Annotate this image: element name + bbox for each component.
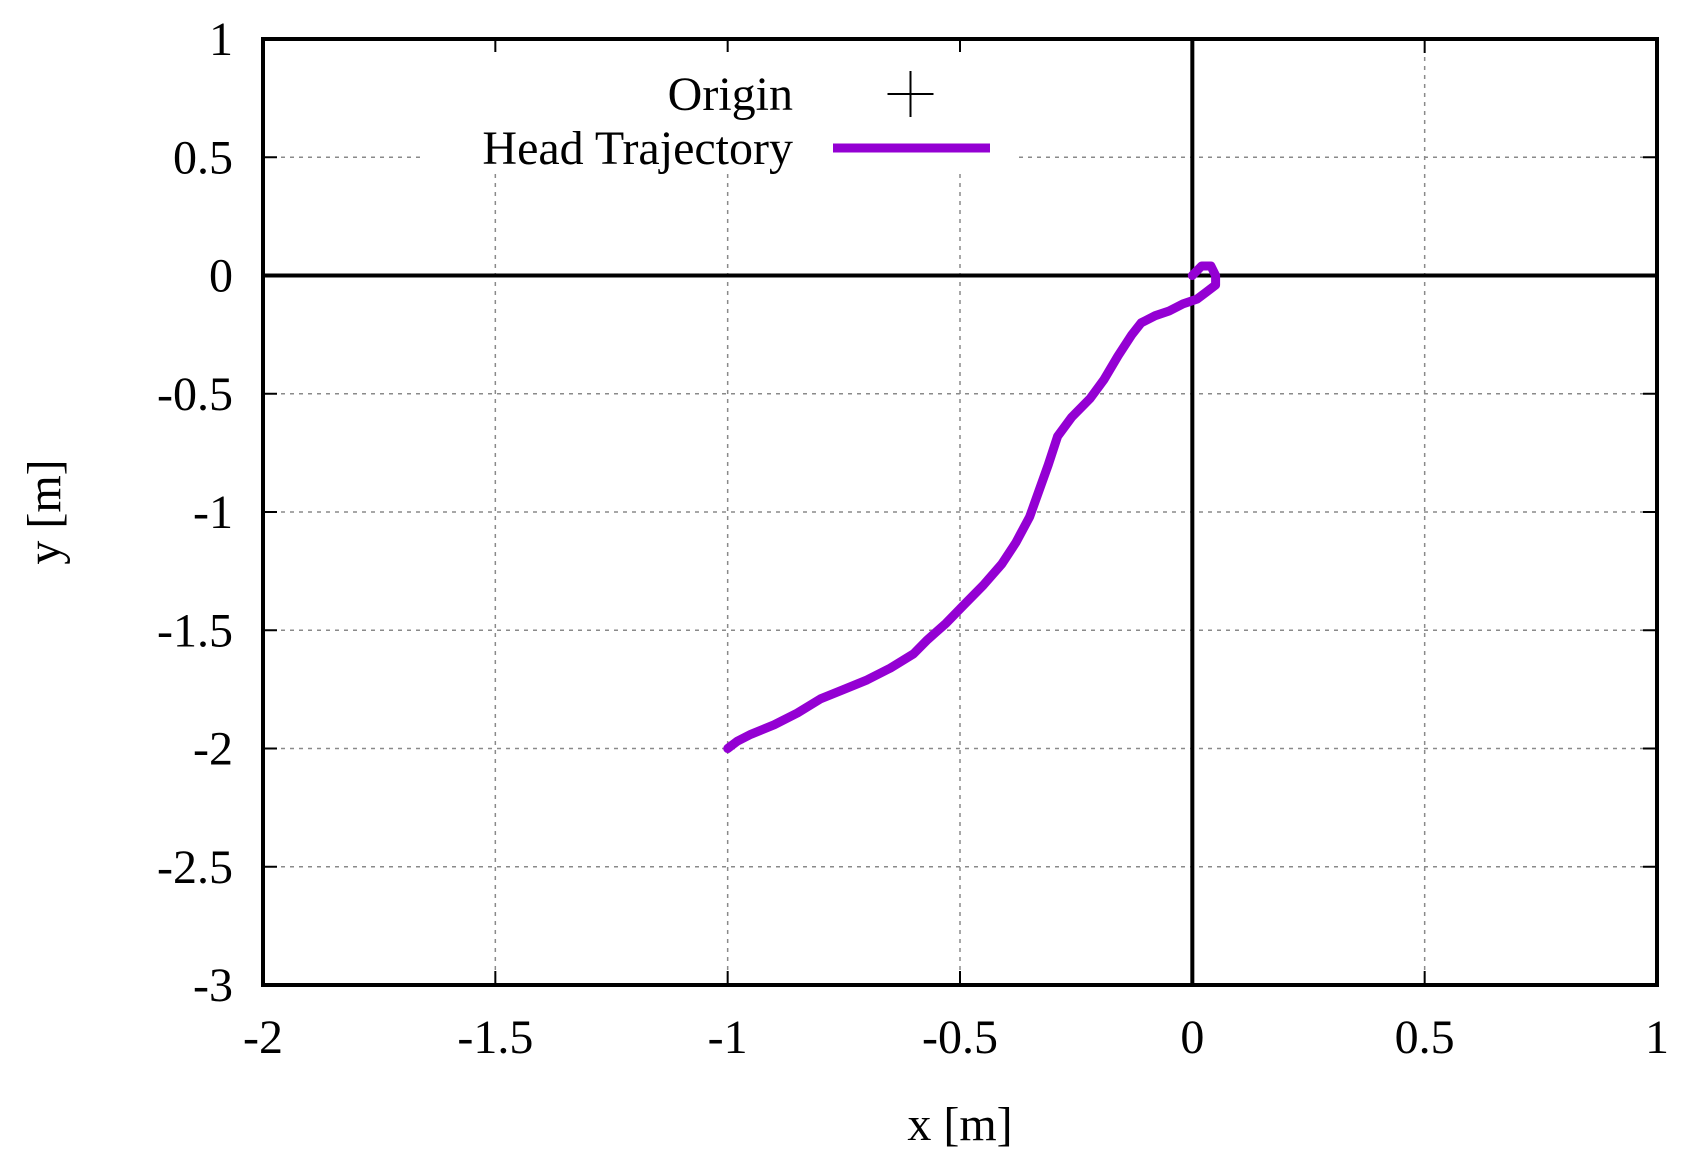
y-tick-label: -1	[193, 486, 233, 539]
legend: Origin Head Trajectory	[425, 52, 1015, 175]
x-tick-labels: -2 -1.5 -1 -0.5 0 0.5 1	[243, 1011, 1669, 1064]
legend-origin-plus-icon	[887, 71, 934, 117]
y-axis-label: y [m]	[18, 459, 71, 564]
y-tick-label: -3	[193, 959, 233, 1012]
x-tick-label: 1	[1645, 1011, 1669, 1064]
y-tick-label: -0.5	[157, 368, 233, 421]
y-tick-label: 0.5	[173, 131, 233, 184]
legend-label-origin: Origin	[668, 68, 793, 121]
x-tick-label: -0.5	[922, 1011, 998, 1064]
x-tick-label: 0.5	[1395, 1011, 1455, 1064]
y-tick-label: -2	[193, 723, 233, 776]
x-tick-label: 0	[1180, 1011, 1204, 1064]
y-tick-label: 1	[209, 13, 233, 66]
data-series	[723, 261, 1221, 753]
y-tick-label: -1.5	[157, 604, 233, 657]
y-tick-labels: -3 -2.5 -2 -1.5 -1 -0.5 0 0.5 1	[157, 13, 233, 1012]
zero-axis-lines	[263, 39, 1657, 985]
legend-label-head-trajectory: Head Trajectory	[482, 122, 793, 175]
x-tick-label: -1.5	[457, 1011, 533, 1064]
y-tick-label: -2.5	[157, 841, 233, 894]
x-tick-label: -2	[243, 1011, 283, 1064]
y-tick-label: 0	[209, 250, 233, 303]
series-line-head-trajectory	[723, 261, 1221, 753]
x-axis-label: x [m]	[907, 1098, 1012, 1151]
x-tick-label: -1	[708, 1011, 748, 1064]
plot-frame	[261, 37, 1659, 987]
